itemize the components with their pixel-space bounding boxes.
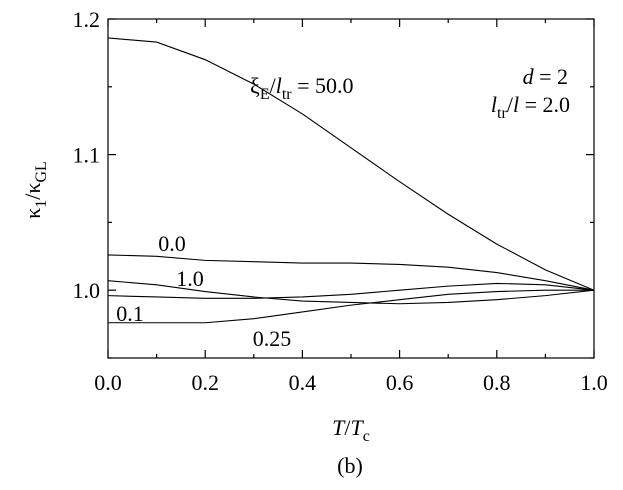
label-part: /: [507, 92, 514, 117]
curve-label: 0.25: [253, 326, 292, 351]
rich-label: ξE/ltr = 50.0: [250, 73, 354, 103]
y-tick-label: 1.1: [73, 143, 101, 168]
label-part: /: [344, 415, 351, 440]
y-tick-label: 1.0: [73, 278, 101, 303]
x-tick-label: 0.8: [483, 370, 511, 395]
curve-label: 1.0: [176, 266, 204, 291]
curve-label: 0.0: [158, 231, 186, 256]
label-part: /κ: [20, 183, 45, 200]
label-part: /: [270, 73, 277, 98]
label-part: 1: [33, 200, 50, 208]
label-part: c: [363, 428, 370, 445]
x-tick-label: 0.0: [94, 370, 122, 395]
label-part: ξ: [250, 73, 260, 98]
x-tick-label: 0.6: [386, 370, 414, 395]
curve: [107, 254, 595, 291]
label-part: l: [276, 73, 282, 98]
label-part: 50.0: [315, 73, 354, 98]
x-tick-label: 0.2: [191, 370, 219, 395]
label-part: GL: [33, 161, 50, 182]
y-tick-label: 1.2: [73, 7, 101, 32]
label-part: E: [260, 86, 270, 103]
curve: [107, 37, 595, 291]
label-part: T: [351, 415, 365, 440]
label-part: l: [491, 92, 497, 117]
curve-label: 0.1: [116, 301, 144, 326]
x-tick-label: 0.4: [289, 370, 317, 395]
rich-label: T/Tc: [332, 415, 370, 445]
rich-label: κ1/κGL: [20, 161, 50, 219]
label-part: tr: [497, 105, 507, 122]
curve: [107, 280, 595, 305]
label-part: = 2: [534, 64, 568, 89]
rich-label: ltr/l = 2.0: [491, 92, 570, 122]
label-part: tr: [282, 86, 292, 103]
label-part: l: [513, 92, 519, 117]
label-part: κ: [20, 208, 45, 219]
label-part: =: [292, 73, 315, 98]
curve: [108, 289, 594, 324]
curve: [107, 282, 595, 299]
label-part: = 2.0: [519, 92, 570, 117]
rich-label: d = 2: [523, 64, 568, 89]
caption: (b): [337, 453, 363, 478]
label-part: T: [332, 415, 346, 440]
label-part: d: [523, 64, 535, 89]
plot-frame: [107, 18, 595, 359]
x-tick-label: 1.0: [580, 370, 608, 395]
